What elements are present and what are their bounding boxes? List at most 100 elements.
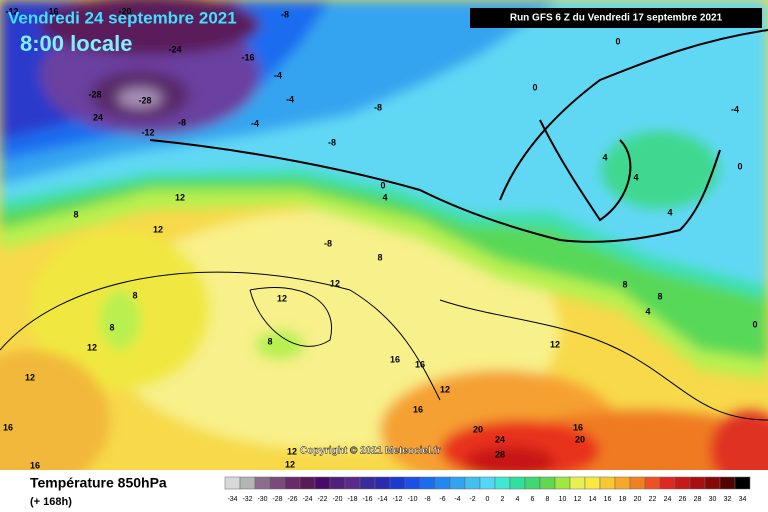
coastlines bbox=[149, 29, 768, 243]
colorbar-tick-label: 0 bbox=[486, 496, 490, 503]
contour-label: 28 bbox=[495, 449, 505, 459]
contour-label: 8 bbox=[132, 290, 137, 300]
colorbar-tick-label: -2 bbox=[469, 496, 475, 503]
colorbar-swatch bbox=[434, 476, 451, 490]
colorbar-swatch bbox=[704, 476, 721, 490]
contour-label: 16 bbox=[573, 422, 583, 432]
colorbar-tick-label: 34 bbox=[739, 496, 747, 503]
colorbar-tick-label: 30 bbox=[709, 496, 717, 503]
contour-label: 12 bbox=[277, 293, 287, 303]
contour-label: 16 bbox=[390, 354, 400, 364]
contour-label: -8 bbox=[178, 117, 186, 127]
contour-label: 4 bbox=[667, 207, 672, 217]
contour-label: 24 bbox=[93, 112, 103, 122]
contour-label: -4 bbox=[274, 70, 282, 80]
contour-label: 16 bbox=[413, 404, 423, 414]
contour-label: -4 bbox=[286, 94, 294, 104]
contour-label: 12 bbox=[175, 192, 185, 202]
contours bbox=[0, 271, 768, 421]
contour-label: -28 bbox=[138, 95, 151, 105]
colorbar-tick-label: -16 bbox=[362, 496, 372, 503]
colorbar-tick-label: 4 bbox=[516, 496, 520, 503]
contour-label: -12 bbox=[5, 6, 18, 16]
colorbar-swatch bbox=[539, 476, 556, 490]
contour-label: 12 bbox=[550, 339, 560, 349]
colorbar-tick-label: -28 bbox=[272, 496, 282, 503]
contour-label: 20 bbox=[575, 434, 585, 444]
colorbar-tick-label: -24 bbox=[302, 496, 312, 503]
colorbar-swatch bbox=[419, 476, 436, 490]
contour-label: 12 bbox=[440, 384, 450, 394]
contour-label: 8 bbox=[267, 336, 272, 346]
colorbar-tick-label: 10 bbox=[559, 496, 567, 503]
colorbar-swatch bbox=[464, 476, 481, 490]
colorbar-tick-label: 20 bbox=[634, 496, 642, 503]
colorbar-swatch bbox=[479, 476, 496, 490]
contour-label: 8 bbox=[622, 279, 627, 289]
lead-time: (+ 168h) bbox=[30, 496, 72, 508]
contour-label: -24 bbox=[168, 44, 181, 54]
valid-time: Vendredi 24 septembre 2021 bbox=[8, 8, 237, 27]
colorbar-swatch bbox=[644, 476, 661, 490]
contour-label: -8 bbox=[328, 137, 336, 147]
colorbar-tick-label: -12 bbox=[392, 496, 402, 503]
contour-label: 12 bbox=[285, 459, 295, 469]
run-box bbox=[470, 8, 762, 28]
colorbar-swatch bbox=[239, 476, 256, 490]
colorbar-tick-label: -18 bbox=[347, 496, 357, 503]
contour-label: -8 bbox=[281, 9, 289, 19]
colorbar-swatch bbox=[614, 476, 631, 490]
contour-label: 20 bbox=[473, 424, 483, 434]
contour-label: 12 bbox=[87, 342, 97, 352]
colorbar: -34 -32 -30 -28 -26 -24 -22 -20 -18 -16 -14 -12 -10-… bbox=[224, 476, 751, 503]
colorbar-swatch bbox=[509, 476, 526, 490]
contour-label: -28 bbox=[88, 89, 101, 99]
contour-label: -4 bbox=[251, 118, 259, 128]
colorbar-tick-label: -20 bbox=[332, 496, 342, 503]
contour-label: 16 bbox=[415, 359, 425, 369]
contour-label: 8 bbox=[657, 291, 662, 301]
contour-label: -16 bbox=[45, 6, 58, 16]
contour-label: -8 bbox=[374, 102, 382, 112]
contour-label: 8 bbox=[109, 322, 114, 332]
contour-label: -8 bbox=[324, 238, 332, 248]
colorbar-tick-label: 28 bbox=[694, 496, 702, 503]
colorbar-tick-label: 16 bbox=[604, 496, 612, 503]
colorbar-tick-label: 8 bbox=[546, 496, 550, 503]
contour-label: 4 bbox=[633, 172, 638, 182]
contour-label: -16 bbox=[241, 52, 254, 62]
colorbar-swatch bbox=[314, 476, 331, 490]
contour-label: 0 bbox=[752, 319, 757, 329]
colorbar-tick-label: -6 bbox=[439, 496, 445, 503]
temperature-field bbox=[0, 0, 768, 470]
colorbar-swatch bbox=[254, 476, 271, 490]
colorbar-swatch bbox=[329, 476, 346, 490]
contour-label: 0 bbox=[615, 36, 620, 46]
contour-label: 12 bbox=[287, 446, 297, 456]
colorbar-swatch bbox=[224, 476, 241, 490]
contour-label: 12 bbox=[25, 372, 35, 382]
colorbar-swatch bbox=[599, 476, 616, 490]
contour-label: 16 bbox=[30, 460, 40, 470]
contour-label: 24 bbox=[495, 434, 505, 444]
colorbar-swatch bbox=[404, 476, 421, 490]
colorbar-swatch bbox=[389, 476, 406, 490]
colorbar-swatch bbox=[689, 476, 706, 490]
colorbar-tick-label: 32 bbox=[724, 496, 732, 503]
contour-label: 4 bbox=[645, 306, 650, 316]
colorbar-tick-label: 18 bbox=[619, 496, 627, 503]
colorbar-swatch bbox=[569, 476, 586, 490]
colorbar-swatch bbox=[284, 476, 301, 490]
contour-label: 16 bbox=[3, 422, 13, 432]
colorbar-swatch bbox=[584, 476, 601, 490]
colorbar-swatch bbox=[719, 476, 736, 490]
colorbar-tick-label: -8 bbox=[424, 496, 430, 503]
colorbar-tick-label: -32 bbox=[242, 496, 252, 503]
colorbar-swatch bbox=[674, 476, 691, 490]
contour-label: -12 bbox=[141, 127, 154, 137]
variable: Température 850hPa bbox=[30, 475, 167, 491]
contour-label: 4 bbox=[382, 192, 387, 202]
contour-label: 0 bbox=[532, 82, 537, 92]
run-info: Run GFS 6 Z du Vendredi 17 septembre 202… bbox=[510, 13, 723, 24]
